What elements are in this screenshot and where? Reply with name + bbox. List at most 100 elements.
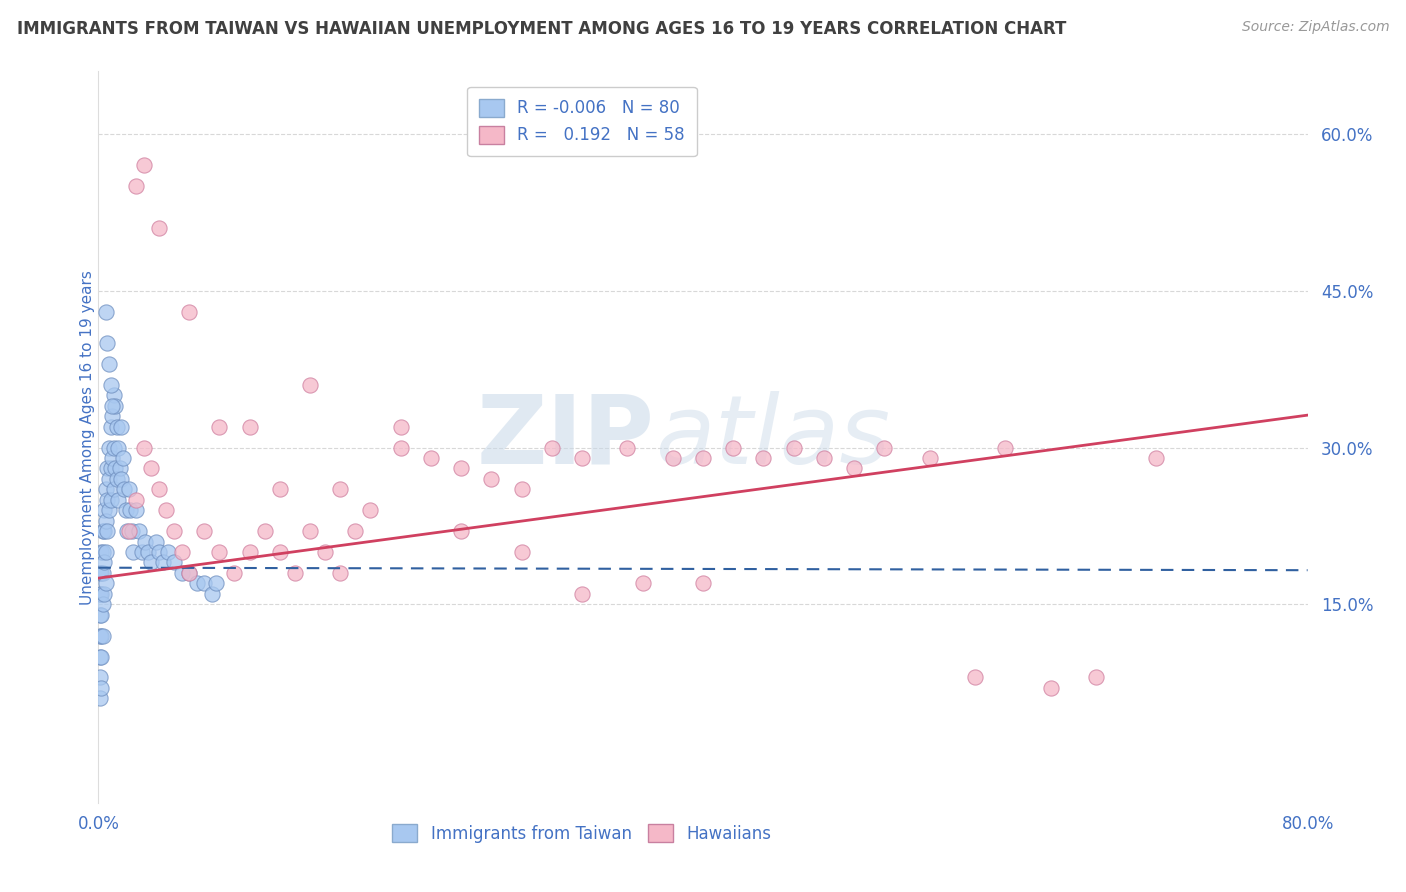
Point (90, 566, 112, 580)
Point (121, 524, 143, 538)
Point (752, 450, 775, 465)
Point (783, 441, 806, 455)
Point (344, 524, 367, 538)
Point (134, 534, 156, 549)
Point (631, 576, 654, 591)
Point (329, 483, 352, 497)
Point (91, 629, 114, 643)
Point (299, 524, 322, 538)
Point (148, 483, 170, 497)
Point (125, 179, 148, 194)
Point (90, 629, 112, 643)
Point (107, 441, 129, 455)
Point (118, 483, 141, 497)
Point (253, 524, 276, 538)
Point (156, 545, 179, 559)
Point (360, 503, 382, 517)
Point (141, 556, 163, 570)
Point (148, 545, 170, 559)
Text: IMMIGRANTS FROM TAIWAN VS HAWAIIAN UNEMPLOYMENT AMONG AGES 16 TO 19 YEARS CORREL: IMMIGRANTS FROM TAIWAN VS HAWAIIAN UNEMP… (17, 20, 1066, 37)
Point (571, 587, 593, 601)
Point (90, 649, 112, 664)
Point (571, 450, 593, 465)
Point (114, 503, 136, 517)
Point (692, 576, 714, 591)
Point (100, 461, 122, 475)
Point (193, 524, 215, 538)
Text: ZIP: ZIP (477, 391, 655, 483)
Point (105, 472, 128, 486)
Point (125, 503, 148, 517)
Point (93, 503, 115, 517)
Point (723, 441, 745, 455)
Point (299, 377, 322, 392)
Point (89, 566, 111, 580)
Point (148, 221, 170, 235)
Point (93, 556, 115, 570)
Point (136, 545, 159, 559)
Point (91, 597, 114, 611)
Point (661, 450, 683, 465)
Point (105, 419, 128, 434)
Point (96, 336, 118, 351)
Point (389, 441, 412, 455)
Point (96, 461, 118, 475)
Point (120, 503, 142, 517)
Point (193, 576, 215, 591)
Point (112, 483, 135, 497)
Point (90, 607, 112, 622)
Point (96, 492, 118, 507)
Point (90, 681, 112, 695)
Point (510, 545, 533, 559)
Point (101, 409, 124, 424)
Point (100, 419, 122, 434)
Point (89, 587, 111, 601)
Point (152, 556, 174, 570)
Point (89, 649, 111, 664)
Point (91, 566, 114, 580)
Point (96, 524, 118, 538)
Point (145, 534, 167, 549)
Point (100, 377, 122, 392)
Point (89, 691, 111, 706)
Point (179, 566, 201, 580)
Point (329, 566, 352, 580)
Point (540, 441, 562, 455)
Point (813, 450, 835, 465)
Point (98, 441, 121, 455)
Point (91, 545, 114, 559)
Point (389, 419, 412, 434)
Point (965, 670, 987, 684)
Point (510, 483, 533, 497)
Point (118, 524, 141, 538)
Point (873, 441, 896, 455)
Point (692, 450, 714, 465)
Point (132, 441, 155, 455)
Point (103, 388, 125, 402)
Point (163, 524, 186, 538)
Point (1085, 670, 1108, 684)
Text: atlas: atlas (655, 391, 890, 483)
Point (100, 492, 122, 507)
Point (110, 472, 132, 486)
Point (111, 450, 134, 465)
Point (128, 524, 150, 538)
Point (179, 304, 201, 318)
Point (179, 566, 201, 580)
Point (1039, 681, 1062, 695)
Point (420, 450, 443, 465)
Point (208, 419, 231, 434)
Point (208, 545, 231, 559)
Point (107, 492, 129, 507)
Point (269, 483, 291, 497)
Point (141, 461, 163, 475)
Point (110, 419, 132, 434)
Point (91, 524, 114, 538)
Point (101, 399, 124, 413)
Point (844, 461, 866, 475)
Point (450, 524, 472, 538)
Point (205, 576, 228, 591)
Point (284, 566, 307, 580)
Point (170, 545, 193, 559)
Point (98, 503, 121, 517)
